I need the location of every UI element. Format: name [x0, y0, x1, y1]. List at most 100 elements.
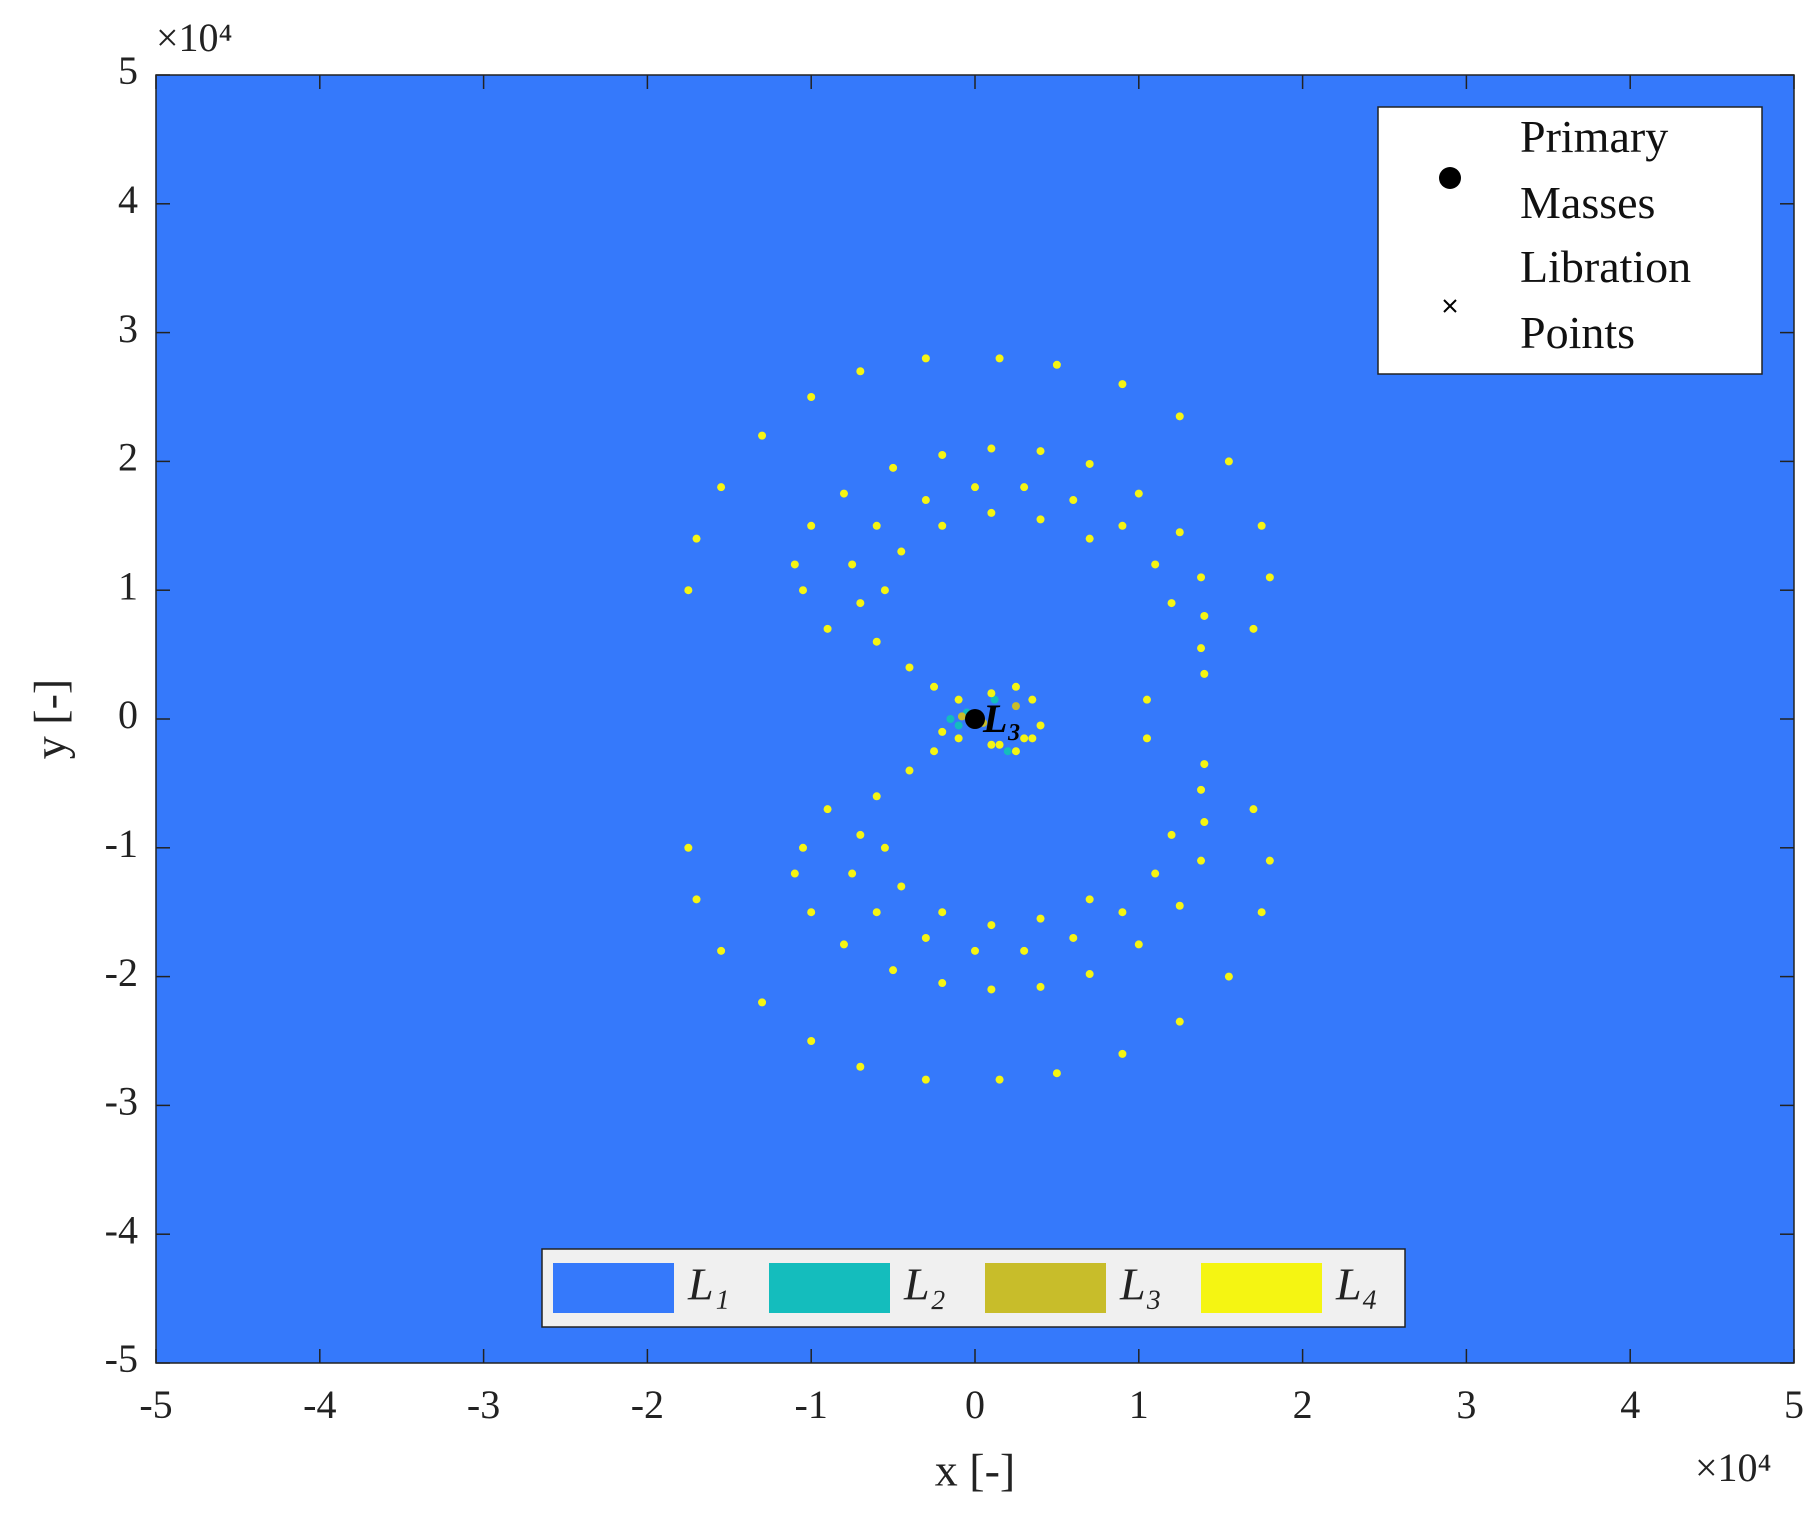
point [1011, 702, 1020, 711]
legend-label: L₄ [1335, 1259, 1378, 1310]
point [823, 624, 832, 633]
point [987, 508, 996, 517]
point [1085, 534, 1094, 543]
point [1036, 447, 1045, 456]
point [1197, 644, 1206, 653]
point [848, 560, 857, 569]
point [1175, 901, 1184, 910]
point [1224, 972, 1233, 981]
point [938, 979, 947, 988]
point [1142, 734, 1151, 743]
point [1011, 682, 1020, 691]
point [807, 521, 816, 530]
point [938, 521, 947, 530]
point [717, 946, 726, 955]
point [807, 393, 816, 401]
x-tick-label: 2 [1293, 1382, 1313, 1427]
point [889, 966, 898, 975]
legend-swatch [1201, 1263, 1322, 1313]
point [1069, 496, 1078, 505]
point [905, 766, 914, 775]
point [921, 933, 930, 942]
point [971, 483, 979, 492]
point [995, 354, 1004, 363]
point [1200, 760, 1209, 769]
plot-frame [155, 74, 1795, 1364]
point [1197, 573, 1206, 582]
x-multiplier: ×10⁴ [1695, 1445, 1772, 1490]
y-tick-label: 3 [118, 306, 138, 351]
y-tick-label: -2 [105, 950, 138, 995]
y-tick-label: -4 [105, 1207, 138, 1252]
legend-swatch [985, 1263, 1106, 1313]
point [1020, 483, 1029, 492]
point [1175, 1017, 1184, 1026]
point [856, 599, 865, 608]
point [990, 695, 999, 704]
y-tick-label: -3 [105, 1079, 138, 1124]
point [790, 869, 799, 878]
point [872, 908, 881, 917]
point [839, 489, 848, 498]
point [1011, 747, 1020, 756]
point [880, 586, 889, 595]
point [1085, 895, 1094, 904]
x-tick-label: 5 [1784, 1382, 1804, 1427]
libration-point [969, 713, 981, 725]
point [856, 830, 865, 839]
point [954, 721, 963, 730]
point [1085, 970, 1094, 979]
libration-label: L₃ [982, 696, 1021, 741]
point [839, 940, 848, 949]
point [1200, 669, 1209, 678]
point [1118, 521, 1127, 530]
point [1167, 830, 1176, 839]
legend-label: Primary Masses [1520, 111, 1669, 228]
x-tick-label: 3 [1456, 1382, 1476, 1427]
point [930, 747, 939, 756]
point [1052, 1069, 1061, 1078]
point [1118, 1049, 1127, 1058]
legend-swatch [553, 1263, 674, 1313]
y-tick-label: 2 [118, 435, 138, 480]
legend-swatch [769, 1263, 890, 1313]
y-tick-label: 0 [118, 692, 138, 737]
point [1028, 734, 1037, 743]
point [872, 637, 881, 646]
point [1200, 611, 1209, 620]
point [1134, 489, 1143, 498]
point [848, 869, 857, 878]
y-tick-label: 4 [118, 177, 138, 222]
point [1036, 914, 1045, 923]
point [1003, 747, 1012, 756]
point [1167, 599, 1176, 608]
point [897, 547, 906, 556]
point [938, 727, 947, 736]
point [905, 663, 914, 672]
point [1028, 695, 1037, 704]
legend-box [1377, 106, 1763, 375]
x-tick-label: -4 [303, 1382, 336, 1427]
point [1265, 856, 1274, 865]
point [692, 534, 701, 543]
point [807, 908, 816, 917]
point [987, 740, 996, 749]
point [872, 521, 881, 530]
legend-marker [1439, 167, 1461, 189]
point [930, 682, 939, 691]
point [987, 985, 996, 994]
point [1151, 869, 1160, 878]
point [1249, 624, 1258, 633]
point [921, 1075, 930, 1084]
point [1134, 940, 1143, 949]
point [856, 367, 865, 376]
legend-label: L₃ [1119, 1259, 1162, 1310]
legend-label: Libration Points [1520, 241, 1692, 358]
x-tick-label: 0 [965, 1382, 985, 1427]
point [1224, 457, 1233, 466]
point [1257, 908, 1266, 917]
point [758, 431, 767, 440]
point [1175, 412, 1184, 421]
point [889, 463, 898, 472]
